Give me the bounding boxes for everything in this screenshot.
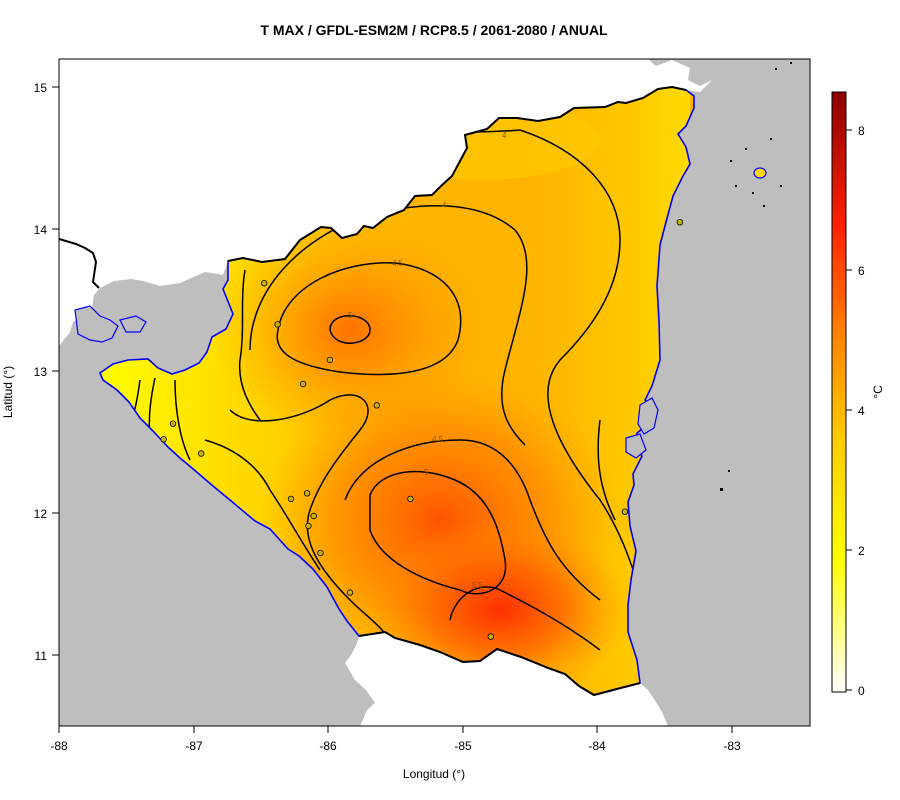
station-marker	[317, 549, 324, 557]
x-tick-labels: -88 -87 -86 -85 -84 -83	[50, 739, 741, 753]
colorbar-tick-label: 6	[858, 264, 865, 278]
station-marker	[310, 512, 317, 520]
contour-label: 4.5	[392, 259, 404, 268]
y-tick-label: 15	[34, 81, 48, 95]
station-marker	[373, 402, 380, 409]
cays	[720, 62, 792, 491]
station-marker	[621, 508, 629, 515]
station-marker	[160, 436, 167, 443]
x-axis-label: Longitud (°)	[403, 767, 465, 781]
y-axis-label: Latitud (°)	[1, 366, 15, 418]
contour-lines	[131, 124, 641, 651]
station-marker	[197, 450, 205, 457]
contour-label: 4	[502, 131, 507, 140]
colorbar-tick-label: 8	[858, 124, 865, 138]
station-marker	[169, 420, 177, 427]
station-marker	[274, 321, 281, 328]
stations-layer	[160, 218, 684, 640]
contour-labels: 4 4.5 5 4.5 5 5.5 4	[348, 131, 507, 590]
contour-label: 5	[424, 468, 429, 477]
contour-label: 4	[442, 201, 447, 210]
colorbar-tick-label: 4	[858, 404, 865, 418]
colorbar	[831, 91, 847, 693]
x-tick-label: -84	[588, 739, 606, 753]
x-tick-label: -83	[723, 739, 741, 753]
station-marker	[305, 522, 312, 530]
station-marker	[676, 218, 684, 226]
colorbar-unit: °C	[871, 385, 885, 399]
station-marker	[299, 380, 307, 388]
station-marker	[261, 280, 268, 287]
x-tick-label: -87	[185, 739, 203, 753]
y-tick-label: 11	[35, 649, 48, 663]
y-axis	[52, 86, 59, 656]
contour-label: 5	[348, 311, 353, 320]
station-marker	[287, 495, 295, 503]
chart-title: T MAX / GFDL-ESM2M / RCP8.5 / 2061-2080 …	[260, 22, 608, 38]
colorbar-tick-labels: 0 2 4 6 8	[858, 124, 865, 698]
y-tick-label: 14	[34, 223, 48, 237]
contour-label: 4.5	[432, 435, 444, 444]
station-marker	[346, 589, 354, 596]
x-axis	[58, 726, 733, 733]
x-tick-label: -85	[454, 739, 472, 753]
islands	[74, 167, 767, 459]
x-tick-label: -86	[319, 739, 337, 753]
colorbar-tick-label: 0	[858, 684, 865, 698]
northern-border	[227, 85, 687, 264]
station-marker	[326, 356, 334, 364]
colorbar-ticks	[846, 129, 852, 691]
y-tick-label: 13	[34, 365, 48, 379]
station-marker	[487, 633, 494, 640]
colorbar-tick-label: 2	[858, 544, 865, 558]
x-tick-label: -88	[50, 739, 68, 753]
y-tick-labels: 11 12 13 14 15	[34, 81, 48, 663]
station-marker	[303, 490, 311, 497]
y-tick-label: 12	[34, 507, 48, 521]
southern-border	[358, 630, 641, 697]
neighbor-land	[59, 59, 712, 726]
plot-frame	[58, 58, 811, 727]
contour-label: 5.5	[472, 581, 484, 590]
station-marker	[407, 495, 414, 503]
